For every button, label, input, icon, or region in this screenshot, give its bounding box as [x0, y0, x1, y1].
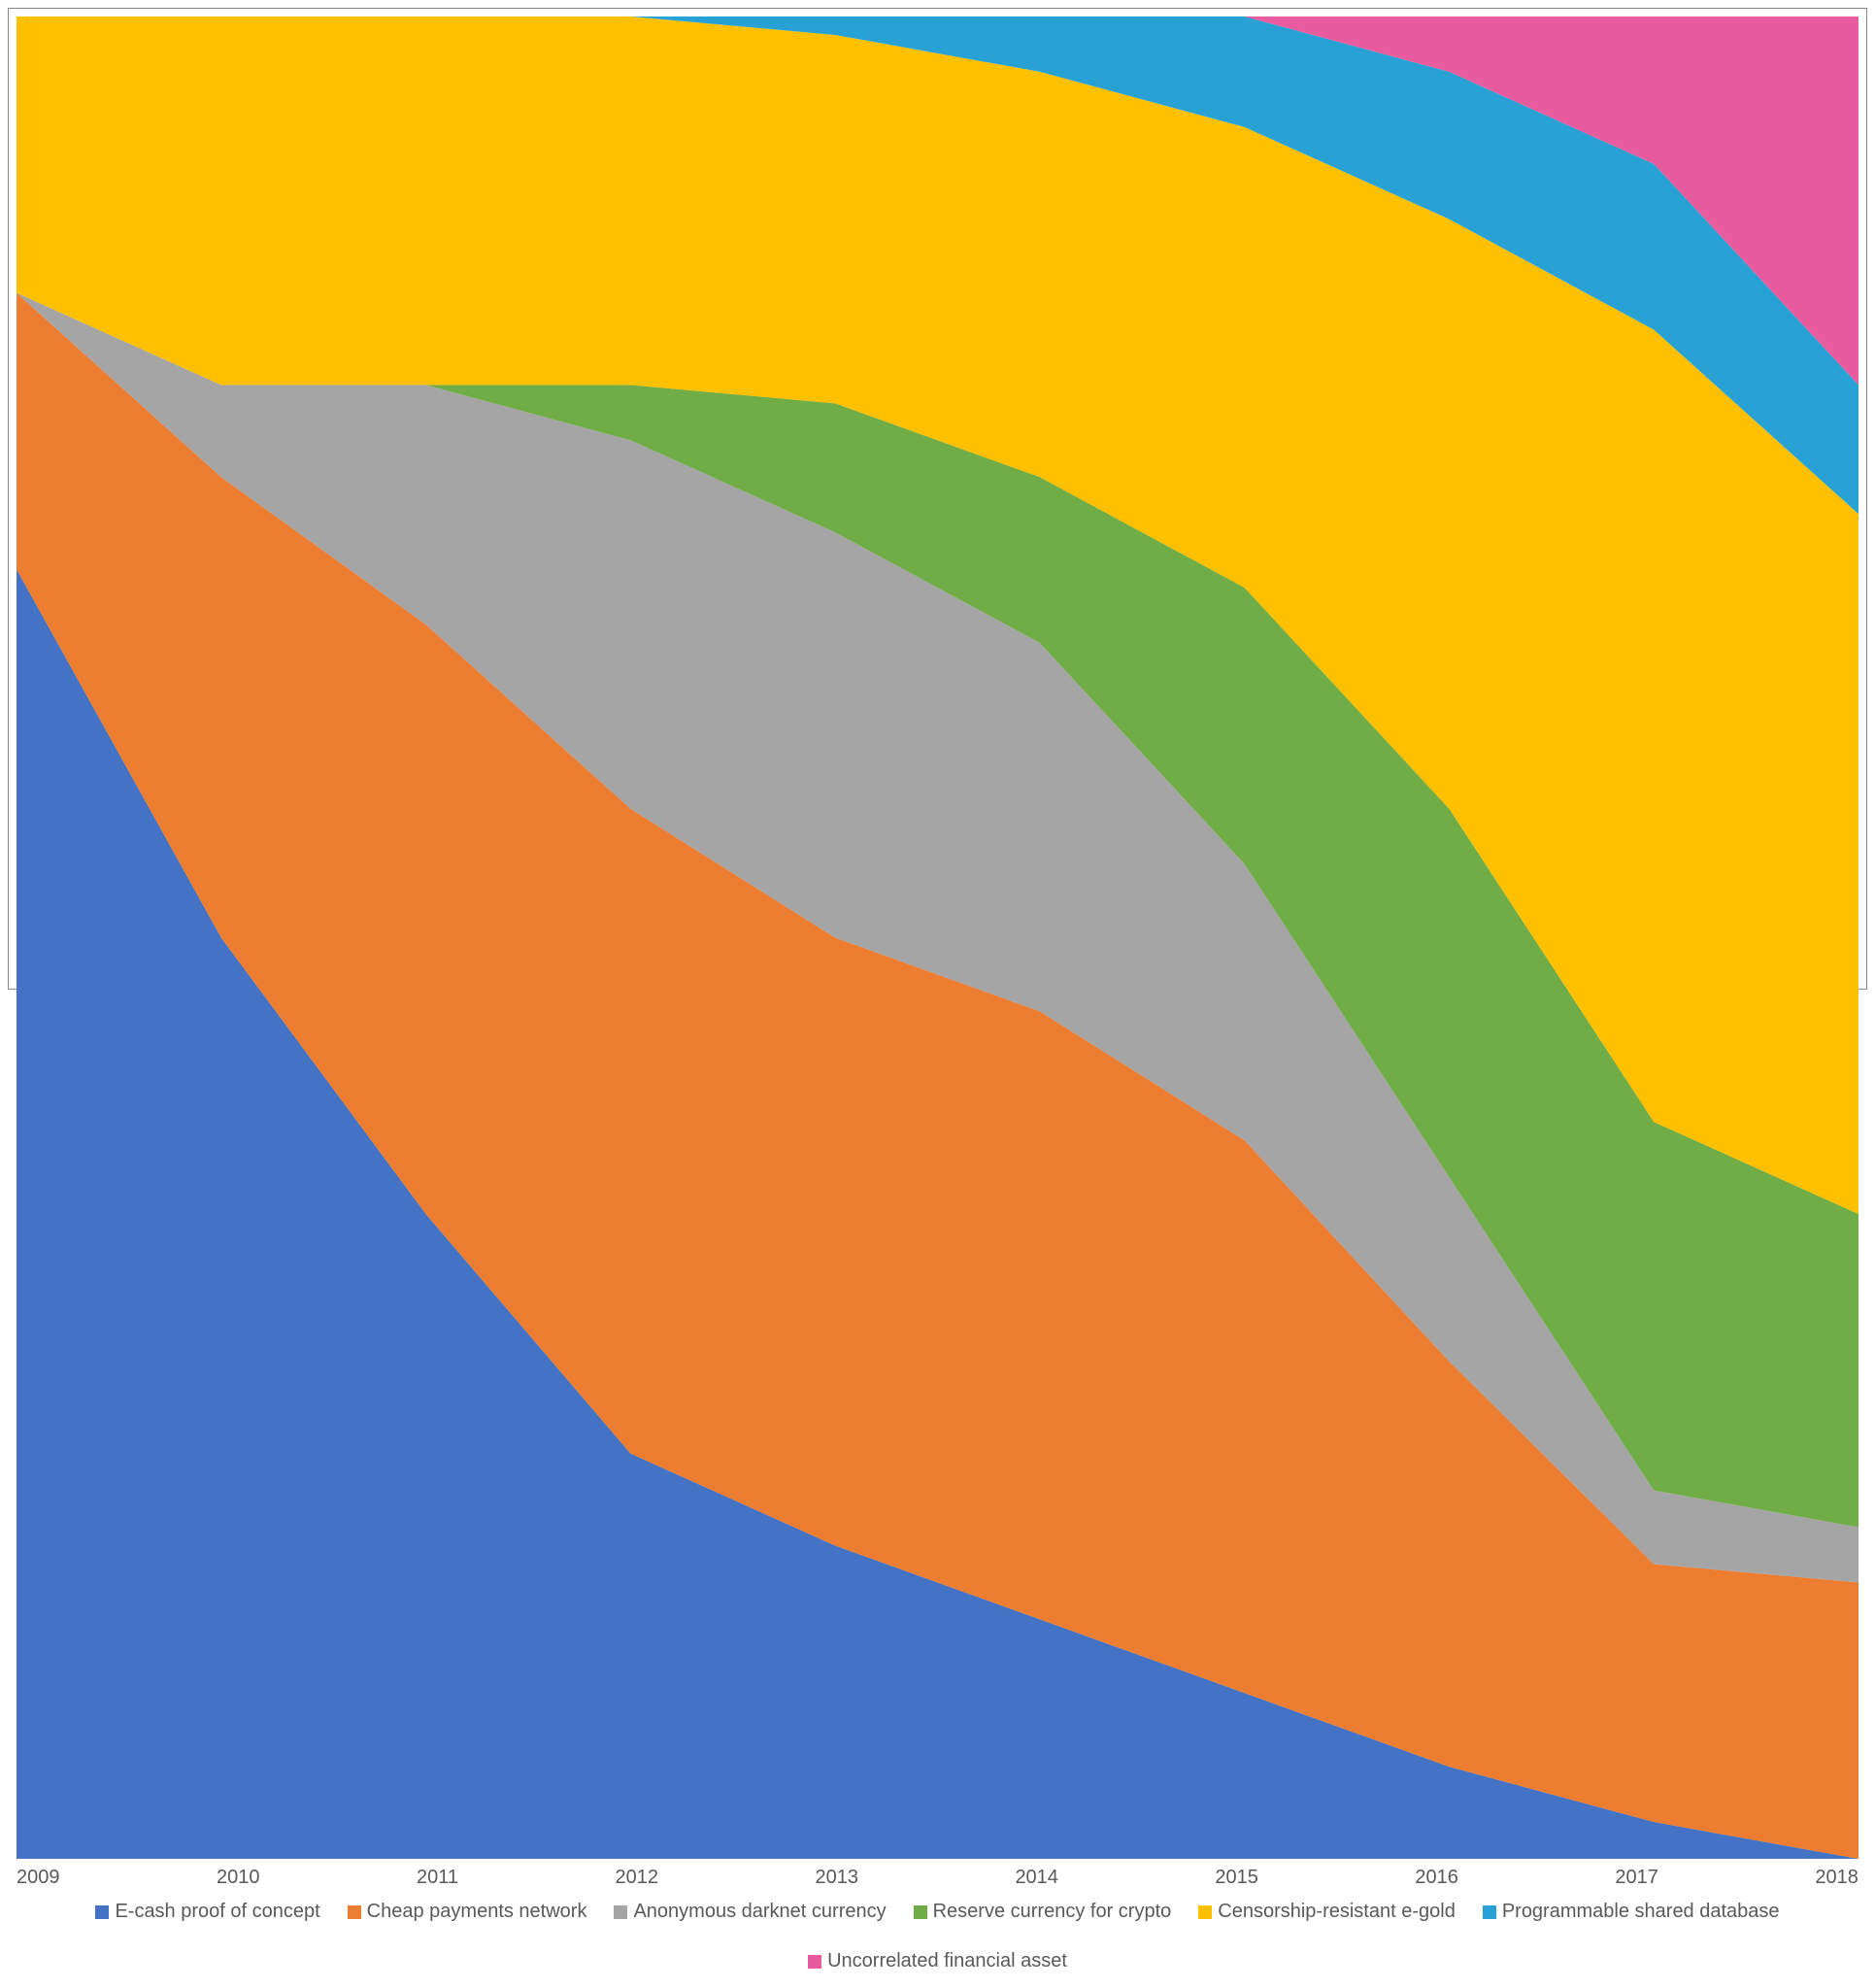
legend-swatch [95, 1905, 109, 1919]
legend-label: Anonymous darknet currency [633, 1901, 886, 1923]
plot-area [17, 17, 1858, 1859]
x-tick: 2015 [1215, 1867, 1258, 1889]
legend-label: E-cash proof of concept [115, 1901, 319, 1923]
legend-label: Censorship-resistant e-gold [1218, 1901, 1456, 1923]
legend-item: Censorship-resistant e-gold [1198, 1901, 1456, 1923]
x-tick: 2018 [1815, 1867, 1858, 1889]
x-tick: 2013 [815, 1867, 858, 1889]
legend-label: Programmable shared database [1502, 1901, 1780, 1923]
x-tick: 2009 [17, 1867, 60, 1889]
legend-swatch [614, 1905, 627, 1919]
legend-swatch [348, 1905, 361, 1919]
legend: E-cash proof of concept Cheap payments ne… [9, 1889, 1866, 1988]
legend-swatch [808, 1955, 821, 1969]
legend-item: Programmable shared database [1483, 1901, 1780, 1923]
legend-label: Uncorrelated financial asset [827, 1950, 1067, 1972]
legend-item: E-cash proof of concept [95, 1901, 319, 1923]
chart-container: 2009201020112012201320142015201620172018… [8, 8, 1867, 990]
legend-item: Reserve currency for crypto [914, 1901, 1172, 1923]
x-axis: 2009 2010 2011 2012 2013 2014 2015 2016 2017 2018 [9, 1859, 1866, 1889]
legend-label: Reserve currency for crypto [933, 1901, 1172, 1923]
x-tick: 2011 [417, 1867, 458, 1889]
stacked-area-svg [17, 17, 1858, 1859]
legend-swatch [914, 1905, 927, 1919]
legend-item: Uncorrelated financial asset [808, 1950, 1067, 1972]
legend-item: Cheap payments network [348, 1901, 587, 1923]
legend-label: Cheap payments network [367, 1901, 587, 1923]
legend-swatch [1483, 1905, 1496, 1919]
x-tick: 2012 [615, 1867, 658, 1889]
x-tick: 2016 [1415, 1867, 1458, 1889]
x-tick: 2014 [1015, 1867, 1058, 1889]
x-tick: 2017 [1615, 1867, 1658, 1889]
legend-swatch [1198, 1905, 1212, 1919]
x-tick: 2010 [217, 1867, 260, 1889]
legend-item: Anonymous darknet currency [614, 1901, 886, 1923]
